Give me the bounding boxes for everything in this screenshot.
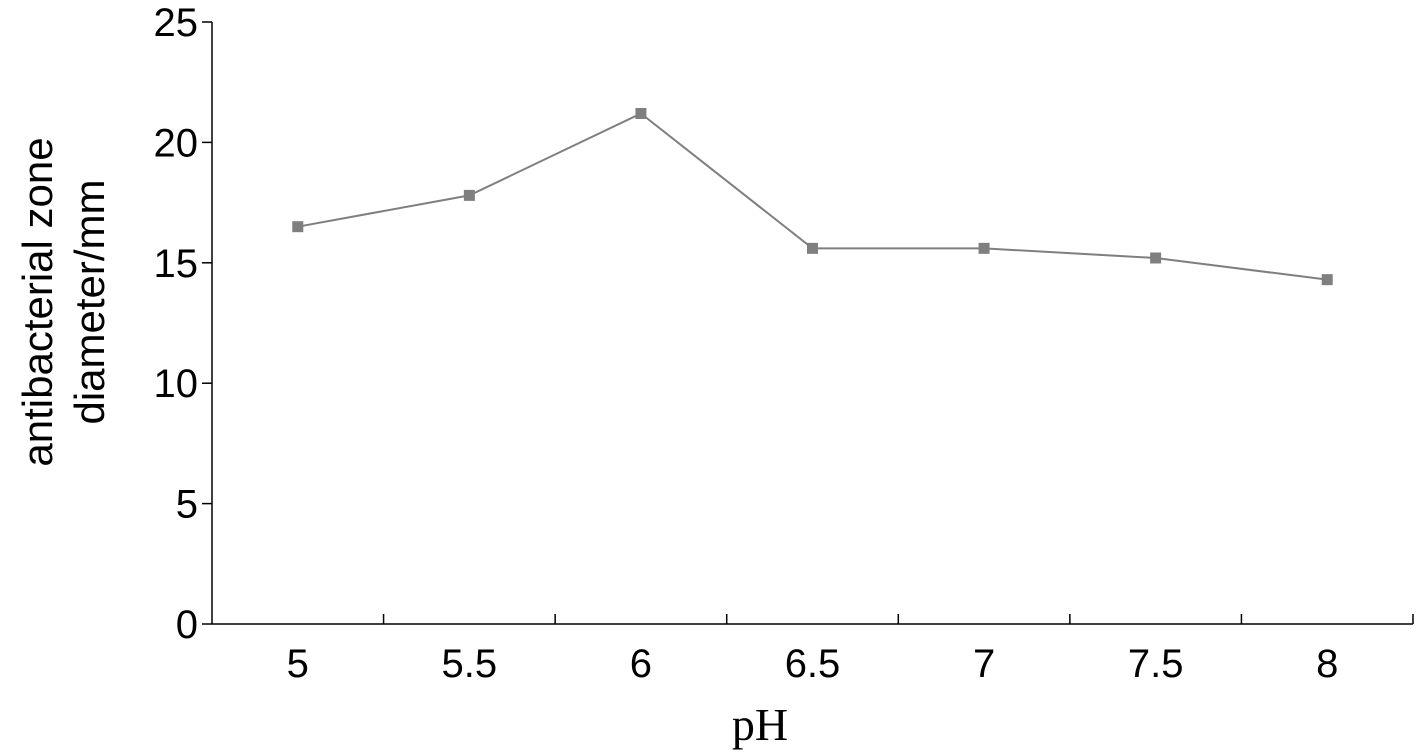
x-tick-label: 8 (1316, 642, 1338, 686)
data-point-marker (463, 189, 475, 201)
plot-area: 0 5 10 15 20 25 5 5.5 6 6.5 7 7.5 8 (154, 1, 1414, 686)
x-tick-label: 6.5 (785, 642, 841, 686)
data-point-marker (635, 108, 647, 120)
data-point-marker (978, 242, 990, 254)
data-point-marker (807, 242, 818, 254)
x-axis-title: pH (732, 699, 788, 750)
x-tick-label: 6 (630, 642, 652, 686)
y-axis-title-line-2: diameter/mm (66, 179, 113, 424)
x-tick-label: 7.5 (1128, 642, 1184, 686)
data-point-marker (1321, 274, 1333, 286)
data-point-marker (292, 221, 304, 233)
x-tick-label: 5 (287, 642, 309, 686)
series-layer (292, 108, 1333, 286)
y-tick-label: 10 (154, 362, 199, 406)
y-axis-ticks: 0 5 10 15 20 25 (154, 1, 212, 647)
y-tick-label: 20 (154, 121, 199, 165)
y-axis-title-line-1: antibacterial zone (14, 137, 61, 466)
x-tick-label: 5.5 (442, 642, 498, 686)
y-tick-label: 0 (176, 603, 198, 647)
series-line (297, 112, 1328, 281)
x-axis-ticks: 5 5.5 6 6.5 7 7.5 8 (287, 614, 1414, 686)
y-axis-title: antibacterial zone diameter/mm (14, 137, 113, 466)
y-tick-label: 25 (154, 1, 199, 45)
x-tick-label: 7 (973, 642, 995, 686)
data-point-marker (1150, 252, 1162, 264)
y-tick-label: 5 (176, 483, 198, 527)
y-tick-label: 15 (154, 242, 199, 286)
